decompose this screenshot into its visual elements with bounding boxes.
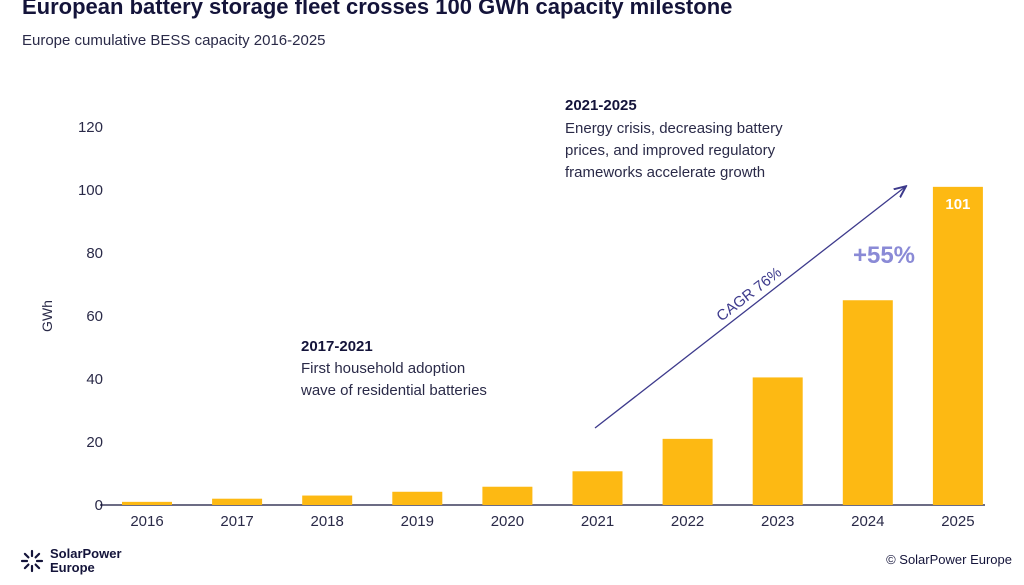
x-tick-label-2019: 2019 — [401, 513, 434, 530]
annotation-2021-2025-line-2: prices, and improved regulatory — [565, 142, 776, 159]
logo-line-1: SolarPower — [50, 546, 122, 561]
bar-2017 — [212, 498, 263, 505]
bar-2021 — [572, 471, 623, 505]
annotation-2021-2025-line-1: Energy crisis, decreasing battery — [565, 120, 783, 137]
copyright: © SolarPower Europe — [886, 552, 1012, 567]
bar-2019 — [392, 491, 443, 505]
bar-2022 — [662, 438, 713, 505]
x-tick-label-2024: 2024 — [851, 513, 884, 530]
y-tick-label: 120 — [78, 119, 103, 136]
x-tick-label-2025: 2025 — [941, 513, 974, 530]
x-tick-label-2023: 2023 — [761, 513, 794, 530]
y-tick-label: 40 — [86, 371, 103, 388]
bar-2023 — [752, 377, 803, 505]
y-axis: 0 20 40 60 80 100 120 — [78, 119, 103, 514]
cagr-arrow — [594, 187, 905, 429]
y-tick-label: 20 — [86, 434, 103, 451]
x-axis: 2016 2017 2018 2019 2020 2021 2022 2023 2024 2025 — [130, 513, 974, 530]
bar-2020 — [482, 486, 533, 505]
chart-subtitle: Europe cumulative BESS capacity 2016-202… — [22, 32, 326, 49]
x-tick-label-2021: 2021 — [581, 513, 614, 530]
y-tick-label: 60 — [86, 308, 103, 325]
y-tick-label: 0 — [95, 497, 103, 514]
x-tick-label-2016: 2016 — [130, 513, 163, 530]
growth-label: +55% — [853, 242, 915, 269]
annotation-2021-2025: 2021-2025 Energy crisis, decreasing batt… — [565, 97, 783, 181]
annotation-2017-2021-title: 2017-2021 — [301, 338, 373, 355]
annotation-2017-2021-line-2: wave of residential batteries — [300, 382, 487, 399]
bar-2024 — [842, 300, 893, 505]
y-axis-label: GWh — [39, 300, 55, 332]
bars-group: 101 — [122, 186, 983, 505]
annotation-2021-2025-line-3: frameworks accelerate growth — [565, 164, 765, 181]
chart-title: European battery storage fleet crosses 1… — [22, 0, 733, 19]
cagr-label: CAGR 76% — [713, 264, 785, 325]
y-tick-label: 80 — [86, 245, 103, 262]
annotation-2017-2021-line-1: First household adoption — [301, 360, 465, 377]
bar-2025 — [932, 186, 983, 505]
annotation-2017-2021: 2017-2021 First household adoption wave … — [300, 338, 487, 399]
x-tick-label-2018: 2018 — [311, 513, 344, 530]
bar-2018 — [302, 495, 353, 505]
logo-line-2: Europe — [50, 560, 95, 575]
x-tick-label-2022: 2022 — [671, 513, 704, 530]
solarpower-europe-logo: SolarPower Europe — [20, 547, 122, 575]
sun-icon — [20, 549, 44, 573]
logo-wordmark: SolarPower Europe — [50, 547, 122, 575]
bar-2016 — [122, 501, 172, 505]
x-tick-label-2017: 2017 — [220, 513, 253, 530]
annotation-2021-2025-title: 2021-2025 — [565, 97, 637, 114]
x-tick-label-2020: 2020 — [491, 513, 524, 530]
y-tick-label: 100 — [78, 182, 103, 199]
data-label-2025: 101 — [945, 196, 970, 213]
